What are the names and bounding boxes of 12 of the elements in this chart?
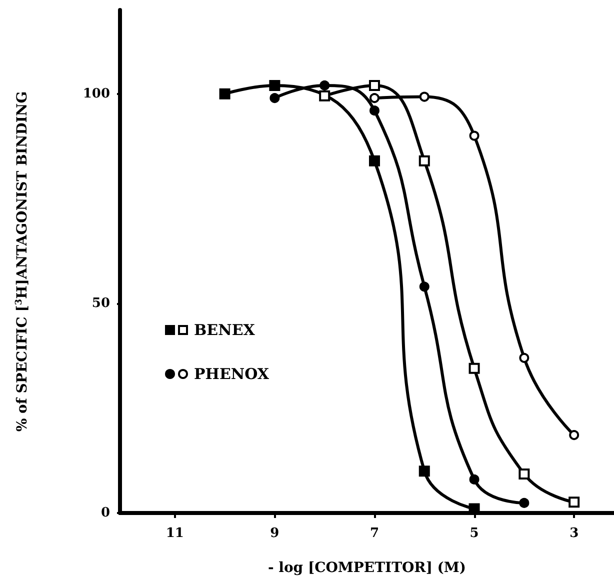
x-tick-label: 3 — [570, 526, 579, 541]
x-tick-label: 5 — [470, 526, 479, 541]
x-tick-label: 7 — [370, 526, 380, 541]
x-tick-label: 11 — [166, 526, 184, 541]
y-tick-label: 50 — [92, 296, 110, 311]
y-tick-label: 100 — [82, 86, 110, 102]
x-axis-title: - log [COMPETITOR] (M) — [268, 560, 466, 576]
x-tick-label: 9 — [270, 526, 280, 541]
legend-label: BENEX — [194, 321, 256, 339]
legend-label: PHENOX — [194, 365, 270, 383]
y-axis-title: % of SPECIFIC [3H]ANTAGONIST BINDING — [14, 91, 30, 432]
y-tick-label: 0 — [100, 506, 110, 520]
